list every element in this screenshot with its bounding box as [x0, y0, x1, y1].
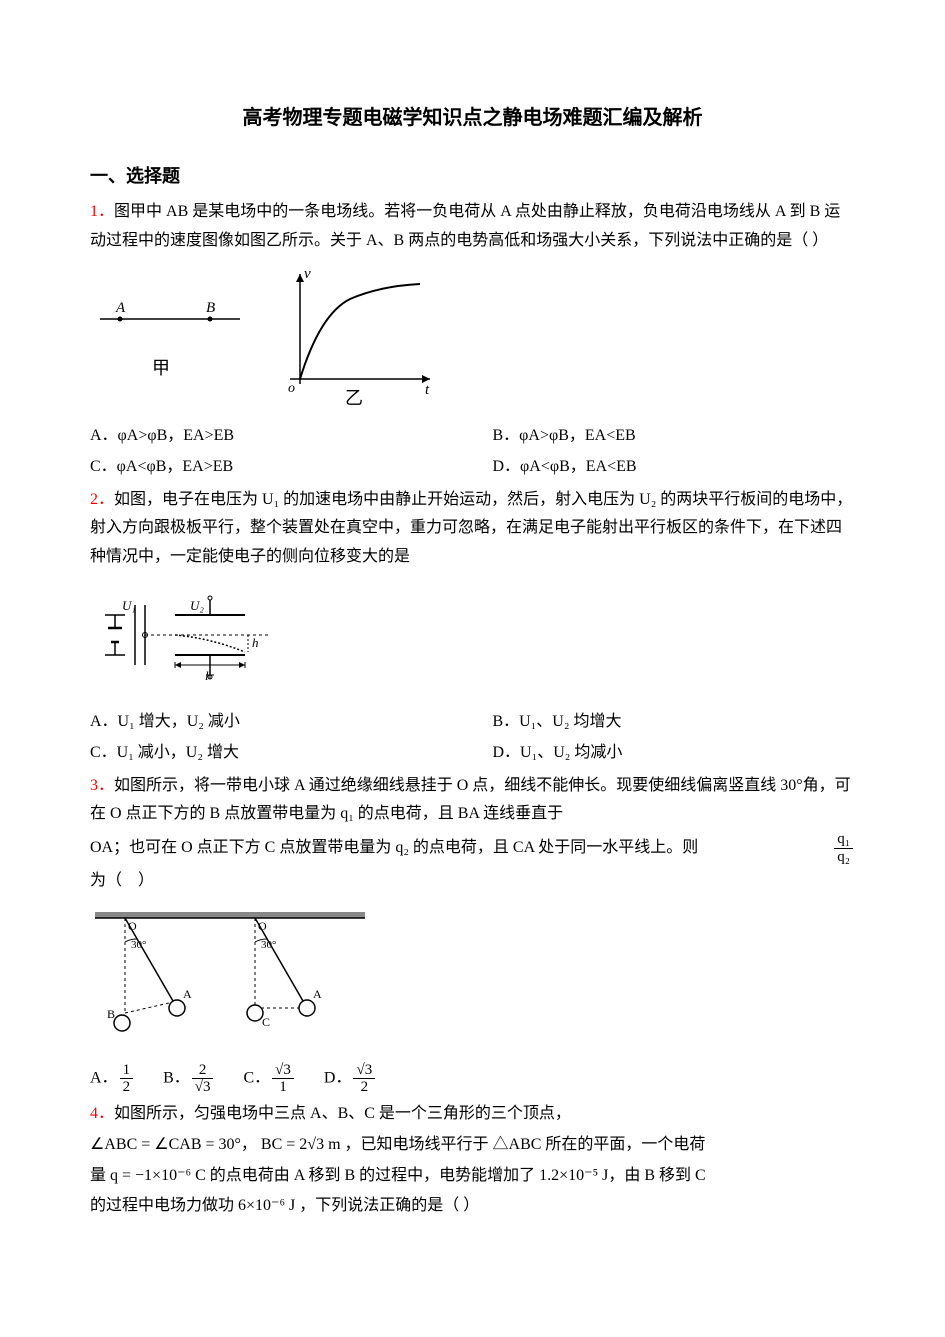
q4-number: 4． — [90, 1105, 114, 1122]
q3-fig-30-right: 30° — [261, 939, 276, 951]
q2-figure: U₁ U₂ h l — [90, 580, 855, 700]
q3-fig-c: C — [262, 1015, 270, 1029]
q3-ratio-num: q₁ — [834, 831, 853, 849]
question-2: 2．如图，电子在电压为 U₁ 的加速电场中由静止开始运动，然后，射入电压为 U₂… — [90, 486, 855, 572]
q3-opt-b: B．2√3 — [163, 1062, 215, 1096]
fig2-x-label: t — [425, 382, 430, 398]
q1-opt-a: A．φA>φB，EA>EB — [90, 422, 453, 451]
q2-opt-c: C．U₁ 减小，U₂ 增大 — [90, 739, 453, 768]
question-3-p1: 3．如图所示，将一带电小球 A 通过绝缘细线悬挂于 O 点，细线不能伸长。现要使… — [90, 772, 855, 830]
q2-fig-l: l — [205, 668, 209, 683]
q2-text: 如图，电子在电压为 U₁ 的加速电场中由静止开始运动，然后，射入电压为 U₂ 的… — [90, 491, 852, 566]
q3-opt-a-label: A． — [90, 1070, 118, 1087]
q1-text: 图甲中 AB 是某电场中的一条电场线。若将一负电荷从 A 点处由静止释放，负电荷… — [90, 203, 840, 249]
q3-options: A．12 B．2√3 C．√31 D．√32 — [90, 1062, 855, 1096]
fig2-y-label: v — [304, 266, 311, 282]
q2-number: 2． — [90, 491, 114, 508]
q3-opt-d: D．√32 — [324, 1062, 377, 1096]
q3-ratio-den: q₂ — [834, 849, 853, 866]
fig1-label-a: A — [115, 300, 126, 316]
q3-opt-c-num: √3 — [272, 1062, 294, 1080]
question-4-l4: 的过程中电场力做功 6×10⁻⁶ J ，下列说法正确的是（ ） — [90, 1192, 855, 1221]
q1-figure: A B 甲 v t o 乙 — [90, 264, 855, 414]
fig2-origin: o — [288, 381, 295, 396]
q2-opt-b: B．U₁、U₂ 均增大 — [493, 708, 856, 737]
question-1: 1．图甲中 AB 是某电场中的一条电场线。若将一负电荷从 A 点处由静止释放，负… — [90, 198, 855, 256]
fig1-label-b: B — [206, 300, 215, 316]
q3-number: 3． — [90, 777, 114, 794]
q3-opt-d-num: √3 — [353, 1062, 375, 1080]
question-4-l2: ∠ABC = ∠CAB = 30°， BC = 2√3 m ，已知电场线平行于 … — [90, 1131, 855, 1160]
q3-fig-a-left: A — [183, 987, 192, 1001]
q3-opt-b-num: 2 — [192, 1062, 214, 1080]
q3-ratio: q₁ q₂ — [834, 831, 853, 865]
page-title: 高考物理专题电磁学知识点之静电场难题汇编及解析 — [90, 100, 855, 136]
q2-fig-h: h — [252, 635, 259, 650]
q3-fig-b: B — [107, 1007, 115, 1021]
q3-opt-b-den: √3 — [192, 1079, 214, 1096]
q3-opt-c-den: 1 — [272, 1079, 294, 1096]
q1-opt-c: C．φA<φB，EA>EB — [90, 453, 453, 482]
fig2-caption: 乙 — [345, 388, 363, 408]
q3-opt-a-den: 2 — [120, 1079, 134, 1096]
q1-opt-d: D．φA<φB，EA<EB — [493, 453, 856, 482]
question-4-l1: 4．如图所示，匀强电场中三点 A、B、C 是一个三角形的三个顶点， — [90, 1100, 855, 1129]
q2-opt-a: A．U₁ 增大，U₂ 减小 — [90, 708, 453, 737]
q3-fig-30-left: 30° — [131, 939, 146, 951]
q3-opt-a: A．12 — [90, 1062, 135, 1096]
q2-options: A．U₁ 增大，U₂ 减小 B．U₁、U₂ 均增大 C．U₁ 减小，U₂ 增大 … — [90, 708, 855, 768]
q3-fig-a-right: A — [313, 987, 322, 1001]
q3-figure: O 30° A B O 30° A C — [90, 904, 855, 1054]
q3-opt-b-label: B． — [163, 1070, 190, 1087]
q2-opt-d: D．U₁、U₂ 均减小 — [493, 739, 856, 768]
question-3-p2: OA；也可在 O 点正下方 C 点放置带电量为 q₂ 的点电荷，且 CA 处于同… — [90, 831, 855, 865]
fig1-caption: 甲 — [152, 358, 170, 378]
q3-opt-d-den: 2 — [353, 1079, 375, 1096]
q1-options: A．φA>φB，EA>EB B．φA>φB，EA<EB C．φA<φB，EA>E… — [90, 422, 855, 482]
q1-number: 1． — [90, 203, 114, 220]
q2-fig-u2: U₂ — [190, 598, 204, 613]
q3-opt-d-label: D． — [324, 1070, 352, 1087]
q3-opt-c-label: C． — [243, 1070, 270, 1087]
q1-opt-b: B．φA>φB，EA<EB — [493, 422, 856, 451]
q4-line1: 如图所示，匀强电场中三点 A、B、C 是一个三角形的三个顶点， — [114, 1105, 571, 1122]
question-3-p3: 为（ ） — [90, 867, 855, 896]
q3-text2-pre: OA；也可在 O 点正下方 C 点放置带电量为 q₂ 的点电荷，且 CA 处于同… — [90, 834, 698, 863]
question-4-l3: 量 q = −1×10⁻⁶ C 的点电荷由 A 移到 B 的过程中，电势能增加了… — [90, 1162, 855, 1191]
section-header: 一、选择题 — [90, 160, 855, 192]
q3-opt-c: C．√31 — [243, 1062, 295, 1096]
q3-text1: 如图所示，将一带电小球 A 通过绝缘细线悬挂于 O 点，细线不能伸长。现要使细线… — [90, 777, 851, 823]
q3-opt-a-num: 1 — [120, 1062, 134, 1080]
q2-fig-u1: U₁ — [122, 598, 136, 613]
